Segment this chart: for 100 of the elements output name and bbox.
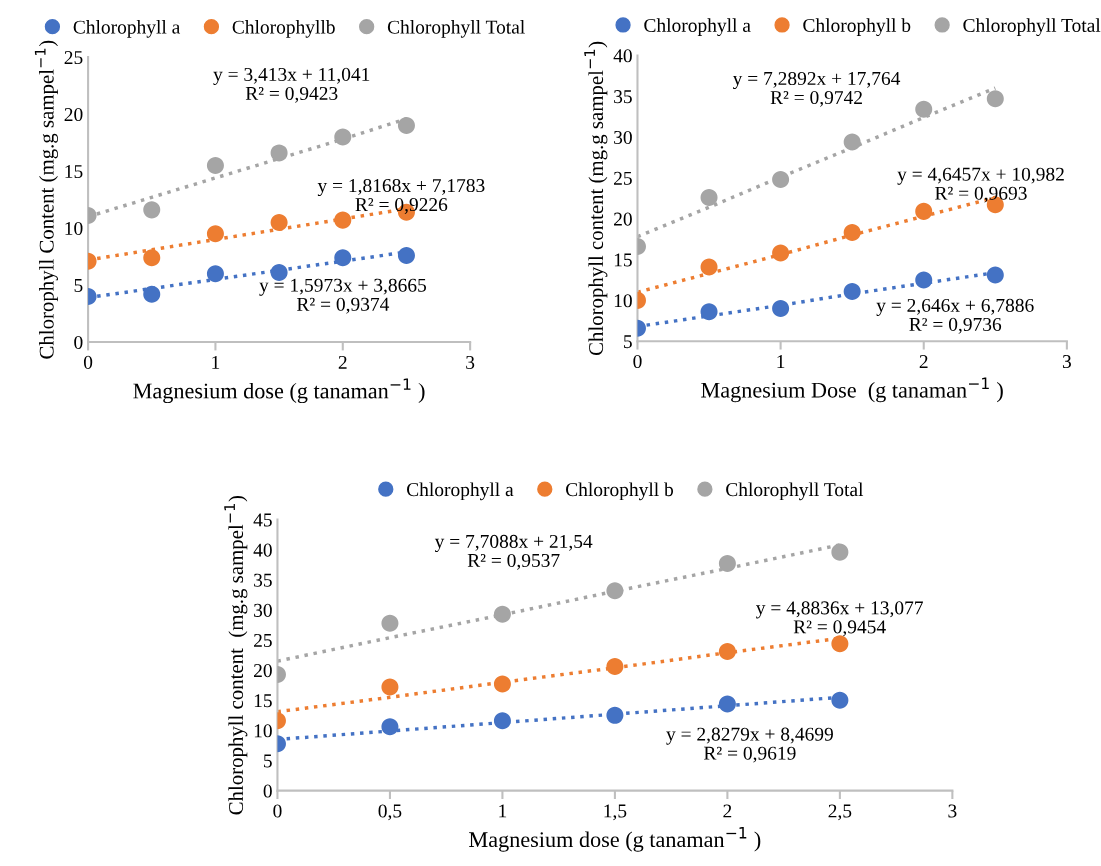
y-axis-title: Chlorophyll content (mg.g sampel$^{−1}$) <box>584 41 608 356</box>
point <box>143 249 161 267</box>
y-tick-label: 15 <box>614 253 632 267</box>
legend-label: Chlorophyllb <box>232 20 335 38</box>
point <box>915 271 933 289</box>
legend-label: Chlorophyll a <box>73 20 181 38</box>
x-tick-label: 2 <box>919 355 928 368</box>
point <box>606 658 624 676</box>
point <box>843 282 861 300</box>
point <box>493 675 511 693</box>
x-tick-label: 3 <box>948 804 957 818</box>
y-tick-label: 30 <box>614 130 632 145</box>
point <box>270 264 288 282</box>
point <box>843 133 861 151</box>
annotation: y = 2,8279x + 8,4699 R² = 0,9619 <box>666 727 833 763</box>
legend-label: Chlorophyll Total <box>387 20 525 38</box>
x-tick-label: 1,5 <box>604 804 627 821</box>
y-tick-label: 10 <box>614 294 632 308</box>
y-axis-title: Chlorophyll Content (mg.g sampel$^{−1}$) <box>34 40 58 359</box>
y-tick-label: 0 <box>263 784 272 798</box>
point <box>718 695 736 713</box>
point <box>493 712 511 730</box>
annotation: y = 7,2892x + 17,764 R² = 0,9742 <box>732 71 901 107</box>
point <box>143 201 161 219</box>
point <box>772 244 790 262</box>
y-tick-label: 30 <box>254 603 272 617</box>
x-tick-label: 1 <box>777 355 785 368</box>
y-tick-label: 5 <box>74 279 83 293</box>
y-tick-label: 20 <box>614 212 632 226</box>
y-tick-label: 25 <box>254 633 272 648</box>
point <box>831 635 849 653</box>
point <box>831 543 849 561</box>
x-tick-label: 2 <box>338 355 347 369</box>
point <box>700 303 718 321</box>
y-tick-label: 0 <box>74 335 83 350</box>
legend-label: Chlorophyll b <box>566 482 674 501</box>
point <box>986 90 1004 108</box>
y-tick-label: 5 <box>624 335 632 349</box>
legend-label: Chlorophyll Total <box>726 482 864 501</box>
y-tick-label: 40 <box>613 49 632 63</box>
point <box>986 266 1004 284</box>
point <box>381 718 399 736</box>
y-tick-label: 25 <box>64 51 83 65</box>
y-tick-label: 10 <box>254 724 272 738</box>
annotation: y = 7,7088x + 21,54 R² = 0,9537 <box>434 534 593 570</box>
y-tick-label: 45 <box>253 513 272 527</box>
point <box>700 188 718 206</box>
x-tick-label: 0 <box>83 355 93 369</box>
point <box>493 605 511 623</box>
point <box>772 171 790 189</box>
y-tick-label: 5 <box>264 754 272 768</box>
y-tick-label: 40 <box>253 543 272 557</box>
point <box>915 202 933 220</box>
x-tick-label: 1 <box>499 804 507 818</box>
y-tick-label: 20 <box>254 664 272 678</box>
x-tick-label: 0 <box>273 804 282 818</box>
x-axis-title: Magnesium dose (g tanaman$^{−1}$ ) <box>133 378 425 404</box>
x-tick-label: 0 <box>633 354 642 369</box>
annotation: y = 1,8168x + 7,1783 R² = 0,9226 <box>317 178 485 214</box>
legend-label: Chlorophyll a <box>407 482 514 501</box>
y-tick-label: 35 <box>254 573 272 587</box>
point <box>700 258 718 276</box>
x-tick-label: 1 <box>212 355 220 369</box>
point <box>843 224 861 242</box>
y-tick-label: 25 <box>614 171 632 185</box>
point <box>397 117 415 135</box>
annotation: y = 1,5973x + 3,8665 R² = 0,9374 <box>259 278 427 314</box>
y-tick-label: 10 <box>65 221 83 236</box>
point <box>206 156 224 174</box>
point <box>334 211 352 229</box>
point <box>334 128 352 146</box>
y-tick-label: 20 <box>64 107 83 122</box>
y-tick-label: 15 <box>65 165 83 179</box>
y-axis-title: Chlorophyll content (mg.g sampel$^{−1}$) <box>224 496 248 815</box>
y-tick-label: 15 <box>254 694 272 708</box>
x-tick-label: 0,5 <box>378 804 402 821</box>
legend-label: Chlorophyll a <box>644 18 751 36</box>
x-tick-label: 2,5 <box>828 804 852 821</box>
point <box>270 144 288 162</box>
point <box>606 582 624 600</box>
point <box>831 691 849 709</box>
x-tick-label: 3 <box>1062 355 1071 369</box>
point <box>606 706 624 724</box>
point <box>718 643 736 661</box>
point <box>718 555 736 573</box>
point <box>772 300 790 318</box>
legend-label: Chlorophyll b <box>803 18 911 36</box>
point <box>206 225 224 243</box>
point <box>334 249 352 267</box>
point <box>915 100 933 118</box>
point <box>206 265 224 283</box>
point <box>381 678 399 696</box>
legend-label: Chlorophyll Total <box>963 18 1101 36</box>
annotation: y = 4,6457x + 10,982 R² = 0,9693 <box>897 167 1064 203</box>
x-axis-title: Magnesium Dose (g tanaman$^{−1}$ ) <box>701 377 1003 403</box>
point <box>143 285 161 303</box>
point <box>397 246 415 264</box>
y-tick-label: 35 <box>614 90 632 104</box>
annotation: y = 2,646x + 6,7886 R² = 0,9736 <box>876 298 1034 334</box>
x-axis-title: Magnesium dose (g tanaman$^{−1}$ ) <box>469 827 761 852</box>
